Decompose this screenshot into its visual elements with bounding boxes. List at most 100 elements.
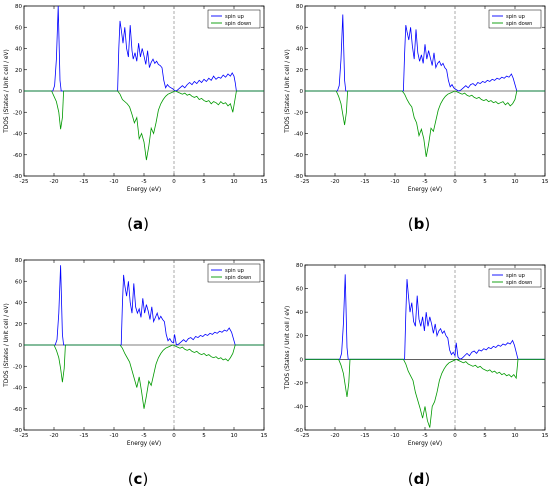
y-tick-label: 80 xyxy=(15,258,22,264)
plot-area xyxy=(304,264,546,431)
y-tick-label: -60 xyxy=(13,153,22,159)
y-tick-label: -60 xyxy=(13,407,22,413)
y-tick-label: -40 xyxy=(13,386,22,392)
y-tick-label: 20 xyxy=(15,68,22,74)
series-line-spin-down xyxy=(24,90,264,161)
legend-entry-spin-down: spin down xyxy=(506,280,532,286)
panel-label: (d) xyxy=(408,470,430,488)
x-tick-label: -10 xyxy=(391,433,400,439)
series-line-spin-down xyxy=(305,90,545,157)
panel-label-letter: a xyxy=(133,215,143,233)
x-tick-label: 15 xyxy=(542,433,549,439)
x-tick-label: 0 xyxy=(453,433,457,439)
y-tick-label: 60 xyxy=(296,25,303,31)
panel-label: (b) xyxy=(408,215,430,233)
x-axis-label: Energy (eV) xyxy=(408,441,442,447)
series-line-spin-up xyxy=(305,14,545,92)
legend-entry-spin-up: spin up xyxy=(506,14,526,20)
y-tick-label: 0 xyxy=(300,89,304,95)
x-tick-label: 5 xyxy=(483,179,487,185)
x-tick-label: -10 xyxy=(391,179,400,185)
panel-label: (a) xyxy=(127,215,149,233)
panel-label-paren: ( xyxy=(128,470,134,488)
x-tick-label: -15 xyxy=(361,433,370,439)
y-tick-label: -20 xyxy=(294,381,303,387)
panel-label-paren: ( xyxy=(408,470,414,488)
x-tick-label: -15 xyxy=(80,179,89,185)
x-tick-label: -10 xyxy=(110,433,119,439)
y-tick-label: -80 xyxy=(13,174,22,180)
y-tick-label: -60 xyxy=(294,153,303,159)
legend-entry-spin-down: spin down xyxy=(506,21,532,27)
panel-label: (c) xyxy=(128,470,149,488)
y-tick-label: 0 xyxy=(19,89,23,95)
x-tick-label: -25 xyxy=(301,433,310,439)
x-tick-label: -20 xyxy=(50,179,59,185)
panel-label-paren: ) xyxy=(424,470,430,488)
y-tick-label: 0 xyxy=(19,343,23,349)
y-tick-label: -40 xyxy=(294,404,303,410)
y-tick-label: -40 xyxy=(13,132,22,138)
x-tick-label: 0 xyxy=(172,179,176,185)
x-tick-label: 10 xyxy=(512,179,519,185)
y-tick-label: 40 xyxy=(296,310,303,316)
y-tick-label: -20 xyxy=(13,110,22,116)
y-tick-label: 20 xyxy=(296,334,303,340)
x-tick-label: -5 xyxy=(141,433,147,439)
x-tick-label: 0 xyxy=(453,179,457,185)
x-tick-label: 15 xyxy=(542,179,549,185)
y-tick-label: -80 xyxy=(13,428,22,434)
y-tick-label: 40 xyxy=(15,47,22,53)
y-tick-label: 80 xyxy=(296,263,303,269)
chart-panel-d: -25 -20 -15 -10 -5 0 5 10 15 -60 -40 -20 0 20 40 60 80 sp… xyxy=(285,263,549,488)
legend-box xyxy=(207,9,261,29)
x-tick-label: -15 xyxy=(80,433,89,439)
y-tick-label: 0 xyxy=(300,357,304,363)
x-tick-label: 10 xyxy=(231,179,238,185)
series-line-spin-up xyxy=(305,274,545,360)
legend-box xyxy=(207,263,261,283)
y-tick-label: -40 xyxy=(294,132,303,138)
panel-label-letter: d xyxy=(414,470,425,488)
panel-label-paren: ( xyxy=(127,215,133,233)
y-axis-label: TDOS (States / Unit cell / eV) xyxy=(285,306,291,390)
y-axis-label: TDOS (States / Unit cell / eV) xyxy=(4,49,10,133)
y-tick-label: 20 xyxy=(15,322,22,328)
y-tick-label: 20 xyxy=(296,68,303,74)
x-tick-label: 10 xyxy=(231,433,238,439)
panel-label-paren: ) xyxy=(142,470,148,488)
legend-entry-spin-up: spin up xyxy=(225,268,245,274)
y-tick-label: 60 xyxy=(296,287,303,293)
y-tick-label: 60 xyxy=(15,25,22,31)
panel-label-paren: ( xyxy=(408,215,414,233)
x-axis-label: Energy (eV) xyxy=(127,187,161,193)
x-axis-label: Energy (eV) xyxy=(408,187,442,193)
x-tick-label: -15 xyxy=(361,179,370,185)
x-tick-label: 0 xyxy=(172,433,176,439)
y-tick-label: 60 xyxy=(15,279,22,285)
legend-entry-spin-up: spin up xyxy=(506,273,526,279)
legend-box xyxy=(488,268,542,288)
x-tick-label: 15 xyxy=(261,433,268,439)
x-tick-label: -20 xyxy=(331,433,340,439)
series-line-spin-down xyxy=(24,344,264,409)
y-tick-label: 40 xyxy=(15,301,22,307)
x-tick-label: -10 xyxy=(110,179,119,185)
x-tick-label: 5 xyxy=(202,179,206,185)
panel-label-paren: ) xyxy=(143,215,149,233)
x-tick-label: -5 xyxy=(422,433,428,439)
y-axis-label: TDOS (States / Unit cell / eV) xyxy=(285,49,291,133)
x-tick-label: -5 xyxy=(422,179,428,185)
legend-box xyxy=(488,9,542,29)
x-tick-label: -25 xyxy=(20,179,29,185)
series-line-spin-down xyxy=(305,358,545,428)
series-line-spin-up xyxy=(24,265,264,346)
panel-label-paren: ) xyxy=(424,215,430,233)
chart-panel-b: -25 -20 -15 -10 -5 0 5 10 15 -80 -60 -40 -20 0 20 40 60 8… xyxy=(285,4,549,233)
series-line-spin-up xyxy=(24,5,264,92)
